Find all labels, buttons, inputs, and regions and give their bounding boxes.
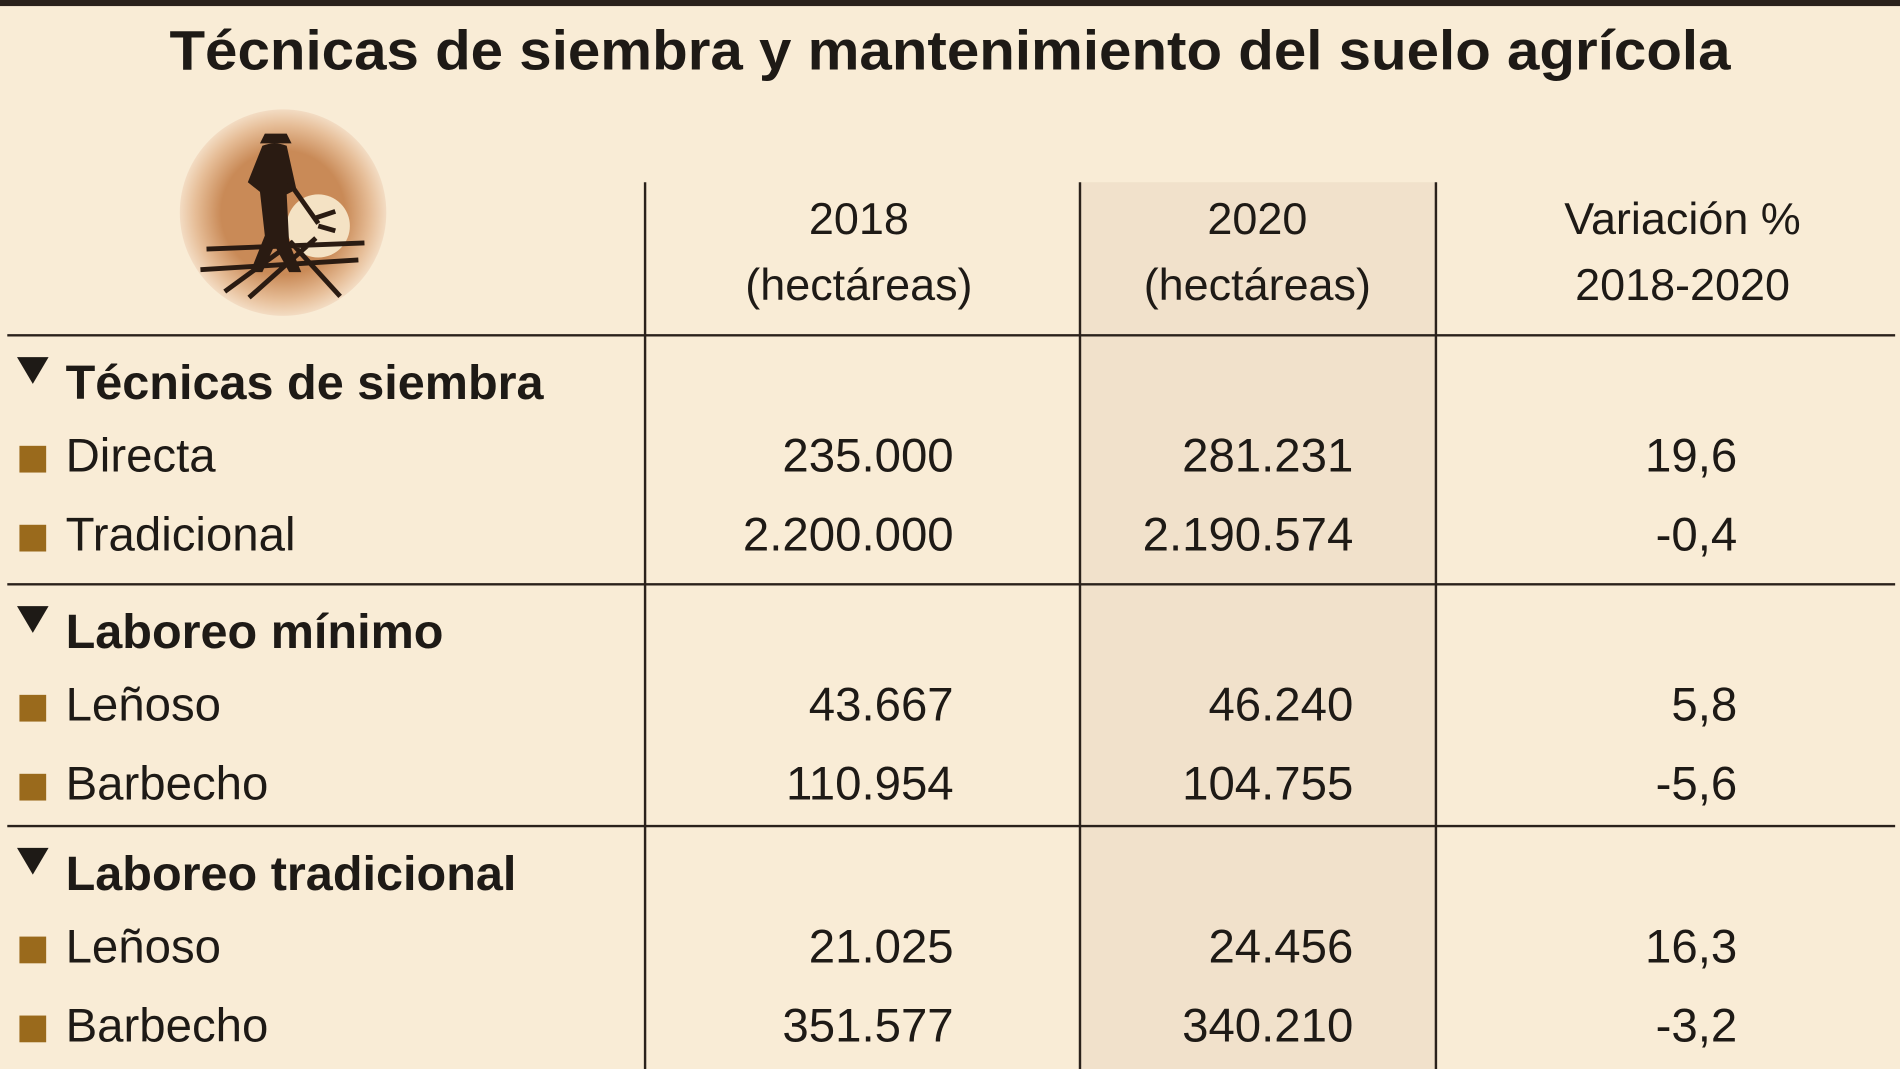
top-bar [0, 0, 1900, 7]
cell-value: -3,2 [1656, 999, 1738, 1052]
cell-value: 21.025 [809, 920, 954, 973]
column-header: 2018 [809, 193, 909, 244]
icon [179, 109, 387, 316]
cell-value: 16,3 [1645, 920, 1737, 973]
row-label: Tradicional [66, 509, 296, 562]
row-bullet [19, 445, 47, 473]
section-marker [17, 357, 49, 384]
cell-value: 46.240 [1208, 679, 1353, 732]
cell-value: 340.210 [1182, 999, 1353, 1052]
cell-value: 281.231 [1182, 430, 1353, 483]
cell-value: 235.000 [782, 430, 953, 483]
column-header: 2018-2020 [1575, 259, 1790, 310]
title: Técnicas de siembra y mantenimiento del … [169, 18, 1731, 81]
cell-value: 19,6 [1645, 430, 1737, 483]
cell-value: 110.954 [786, 758, 954, 811]
row-label: Directa [66, 430, 217, 483]
row-label: Barbecho [66, 999, 269, 1052]
highlight-column [1079, 182, 1436, 1069]
cell-value: 104.755 [1182, 758, 1353, 811]
cell-value: 351.577 [782, 999, 953, 1052]
row-bullet [19, 694, 47, 722]
section-title: Técnicas de siembra [66, 356, 545, 410]
cell-value: 43.667 [809, 679, 954, 732]
row-label: Barbecho [66, 758, 269, 811]
cell-value: 5,8 [1671, 679, 1737, 732]
column-header: (hectáreas) [745, 259, 972, 310]
section-title: Laboreo mínimo [66, 605, 444, 659]
section-marker [17, 847, 49, 875]
cell-value: -5,6 [1656, 758, 1738, 811]
row-bullet [19, 524, 47, 552]
section-marker [17, 606, 49, 633]
row-label: Leñoso [66, 920, 221, 973]
table: 2018 (hectáreas) 2020 (hectáreas) Variación … [17, 193, 1801, 1052]
row-label: Leñoso [66, 679, 221, 732]
section-title: Laboreo tradicional [66, 847, 517, 901]
cell-value: -0,4 [1656, 509, 1738, 562]
column-header: 2020 [1207, 193, 1307, 244]
grid-lines [7, 182, 1896, 1069]
row-bullet [19, 936, 47, 964]
column-header: Variación % [1564, 193, 1800, 244]
cell-value: 2.190.574 [1143, 509, 1354, 562]
row-bullet [19, 1015, 47, 1043]
cell-value: 24.456 [1208, 920, 1353, 973]
column-header: (hectáreas) [1144, 259, 1371, 310]
cell-value: 2.200.000 [743, 509, 954, 562]
row-bullet [19, 773, 47, 801]
